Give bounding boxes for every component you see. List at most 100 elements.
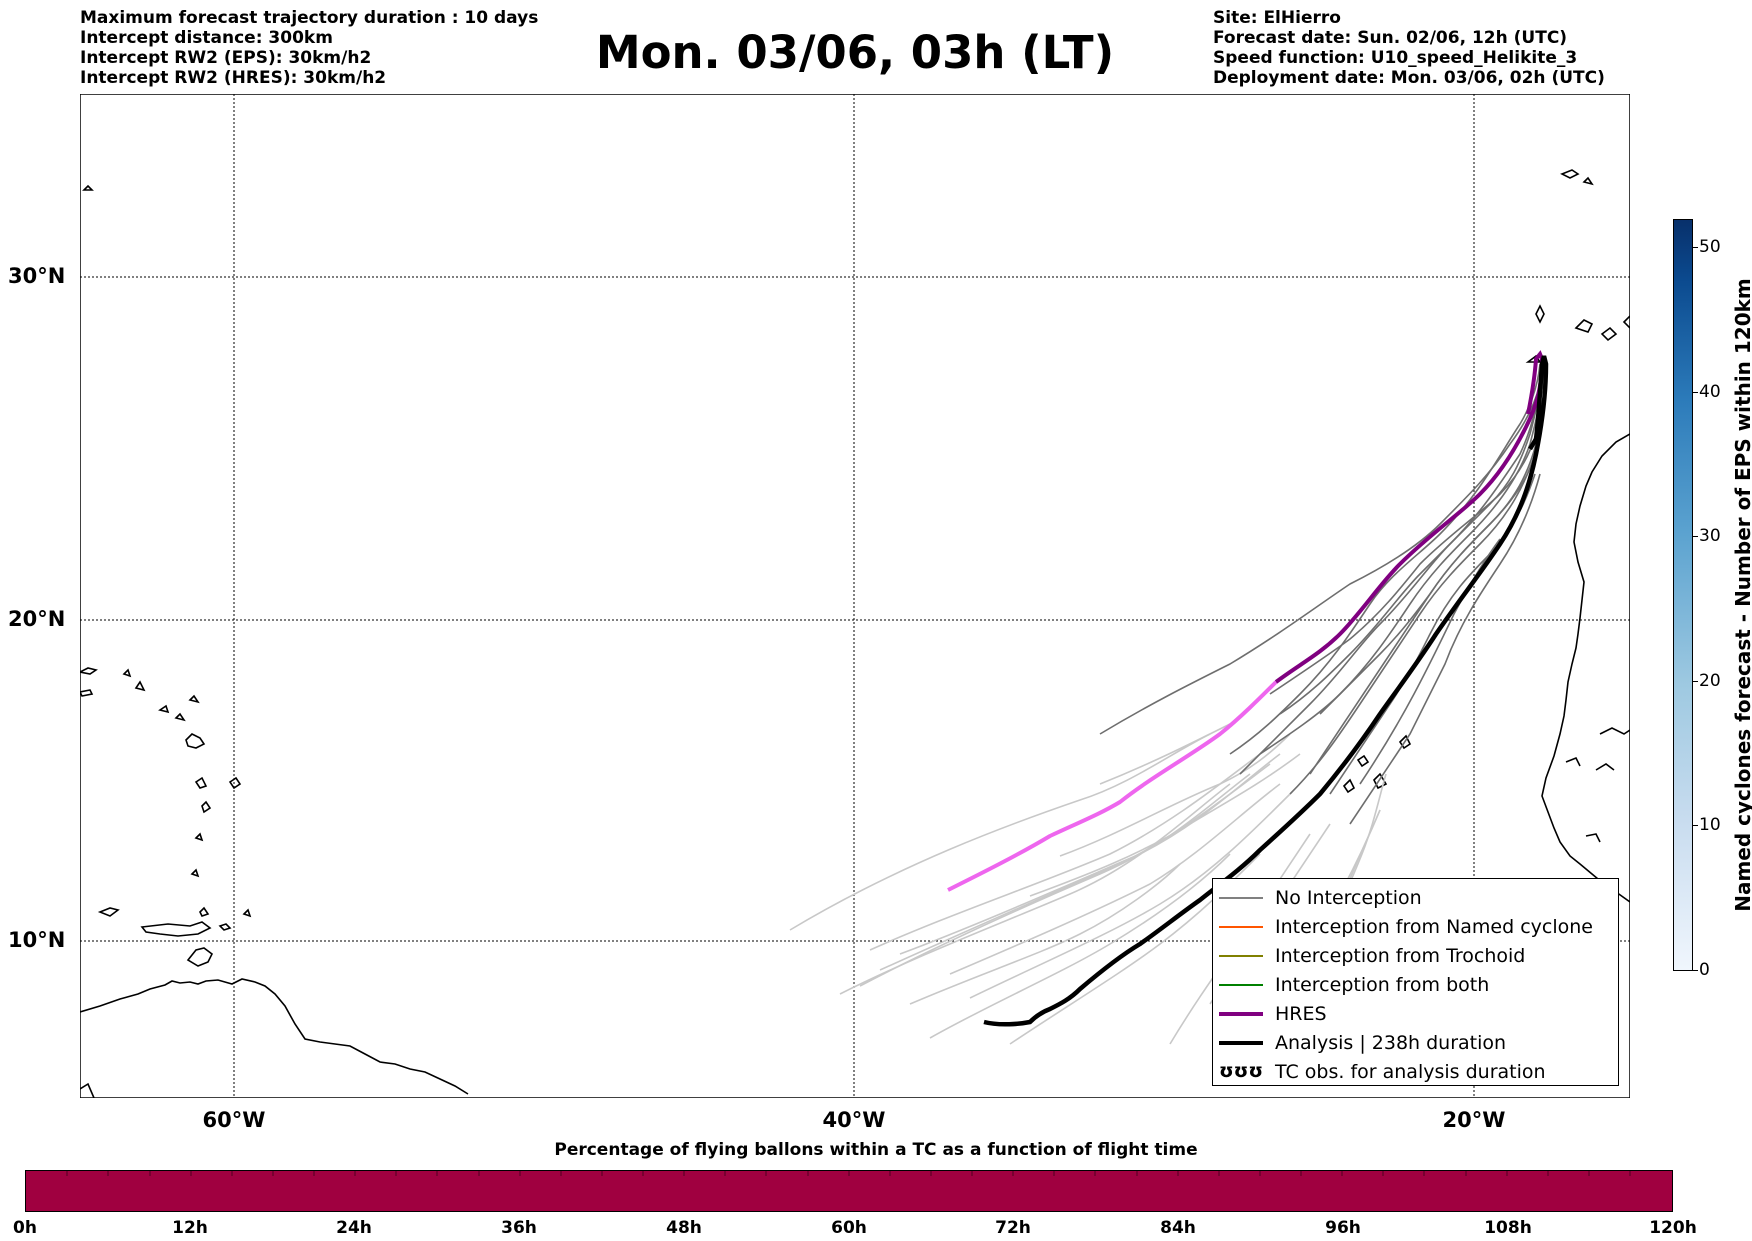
island-curacao (97, 907, 120, 917)
island-cape-verde-d (1342, 778, 1356, 794)
island-barbuda (188, 694, 200, 704)
colorbar-tick-mark (1693, 247, 1698, 248)
legend-label: Interception from Named cyclone (1275, 916, 1593, 938)
time-tick-84h: 84h (1160, 1218, 1196, 1238)
legend-line-both (1219, 984, 1263, 986)
lon-label-60w: 60°W (202, 1108, 266, 1132)
tc-obs-symbol-icon: ʊʊʊ (1219, 1060, 1264, 1082)
map-legend: No Interception Interception from Named … (1212, 878, 1619, 1086)
header-forecast-date: Forecast date: Sun. 02/06, 12h (UTC) (1213, 28, 1568, 48)
trajectory-no-interception (1229, 363, 1541, 755)
colorbar-bottom (25, 1170, 1673, 1212)
trajectory-no-interception (1349, 473, 1541, 825)
colorbar-tick-20: 20 (1699, 671, 1721, 691)
trajectory-light (869, 753, 1261, 951)
bottom-colorbar-title: Percentage of flying ballons within a TC… (554, 1140, 1198, 1160)
trajectory-light (899, 753, 1281, 955)
island-small-b (228, 776, 242, 790)
trajectory-light (909, 863, 1181, 1005)
time-tick-120h: 120h (1649, 1218, 1697, 1238)
colorbar-tick-30: 30 (1699, 526, 1721, 546)
colorbar-tick-40: 40 (1699, 382, 1721, 402)
trajectory-no-interception (1319, 463, 1533, 715)
colorbar-tick-50: 50 (1699, 237, 1721, 257)
trajectory-light (1029, 753, 1301, 897)
header-deployment-date: Deployment date: Mon. 03/06, 02h (UTC) (1213, 68, 1605, 88)
legend-line-no-interception (1219, 897, 1263, 899)
lat-label-30n: 30°N (8, 264, 66, 288)
analysis-trajectory (983, 355, 1549, 1027)
island-canaries-gran-canaria (1600, 326, 1618, 342)
legend-item-named-cyclone: Interception from Named cyclone (1213, 915, 1618, 939)
colorbar-tick-mark (1693, 392, 1698, 393)
trajectory-light (949, 783, 1281, 975)
island-madeira (1560, 169, 1580, 179)
lat-label-10n: 10°N (8, 928, 66, 952)
island-madeira-small (1582, 176, 1594, 186)
legend-label: Analysis | 238h duration (1275, 1032, 1507, 1054)
island-dominica (194, 776, 208, 789)
header-max-duration: Maximum forecast trajectory duration : 1… (80, 8, 539, 28)
legend-line-analysis (1219, 1041, 1263, 1045)
trajectory-light (969, 793, 1291, 999)
coastlines (80, 169, 1630, 1098)
legend-item-both: Interception from both (1213, 973, 1618, 997)
island-martinique (201, 800, 212, 814)
island-small-a (122, 668, 132, 678)
time-tick-48h: 48h (666, 1218, 702, 1238)
legend-item-hres: HRES (1213, 1002, 1618, 1026)
time-tick-36h: 36h (501, 1218, 537, 1238)
island-canaries-tenerife (1574, 319, 1594, 333)
legend-line-trochoid (1219, 955, 1263, 957)
header-intercept-hres: Intercept RW2 (HRES): 30km/h2 (80, 68, 387, 88)
colorbar-tick-mark (1693, 681, 1698, 682)
header-intercept-distance: Intercept distance: 300km (80, 28, 333, 48)
island-canaries-la-palma (1535, 304, 1545, 324)
legend-item-tc-obs: ʊʊʊ TC obs. for analysis duration (1213, 1060, 1618, 1084)
time-tick-12h: 12h (172, 1218, 208, 1238)
legend-label: HRES (1275, 1003, 1327, 1025)
legend-item-analysis: Analysis | 238h duration (1213, 1031, 1618, 1055)
lat-label-20n: 20°N (8, 607, 66, 631)
island-aruba-bonaire (140, 921, 212, 937)
island-guadeloupe (185, 733, 206, 749)
time-tick-24h: 24h (336, 1218, 372, 1238)
header-speed-function: Speed function: U10_speed_Helikite_3 (1213, 48, 1578, 68)
header-site: Site: ElHierro (1213, 8, 1341, 28)
trajectory-no-interception (1239, 363, 1543, 775)
hres-trajectory-light (947, 680, 1278, 892)
hres-trajectory (1274, 350, 1545, 684)
eps-trajectories-light (789, 723, 1387, 1045)
island-antigua (174, 712, 186, 722)
trajectory-light (929, 853, 1231, 1039)
island-puerto-rico-tip (80, 689, 94, 697)
legend-line-named-cyclone (1219, 926, 1263, 928)
island-barbados (242, 908, 252, 918)
island-stlucia (194, 832, 204, 842)
lon-label-20w: 20°W (1442, 1108, 1506, 1132)
trajectory-no-interception (1279, 363, 1545, 715)
island-small-c (82, 184, 94, 191)
coastline-africa (1541, 433, 1630, 903)
header-intercept-eps: Intercept RW2 (EPS): 30km/h2 (80, 48, 372, 68)
island-cape-verde-b (1356, 754, 1370, 768)
time-tick-108h: 108h (1484, 1218, 1532, 1238)
island-grenada (199, 906, 210, 917)
colorbar-right-label: Named cyclones forecast - Number of EPS … (1731, 278, 1752, 912)
island-tobago (218, 923, 232, 931)
main-title: Mon. 03/06, 03h (LT) (595, 26, 1115, 79)
legend-item-trochoid: Interception from Trochoid (1213, 944, 1618, 968)
time-tick-0h: 0h (13, 1218, 37, 1238)
trajectory-light (859, 773, 1251, 987)
colorbar-tick-mark (1693, 970, 1698, 971)
island-stvincent (190, 868, 200, 878)
trajectory-light (1059, 733, 1291, 857)
coastline-south-america (80, 978, 469, 1095)
trajectory-light (1099, 723, 1231, 785)
colorbar-right (1673, 219, 1693, 971)
header-info-right: Site: ElHierro Forecast date: Sun. 02/06… (1213, 8, 1605, 88)
time-tick-60h: 60h (831, 1218, 867, 1238)
coastline-africa-islands (1565, 727, 1630, 843)
time-tick-72h: 72h (995, 1218, 1031, 1238)
colorbar-tick-0: 0 (1699, 960, 1710, 980)
